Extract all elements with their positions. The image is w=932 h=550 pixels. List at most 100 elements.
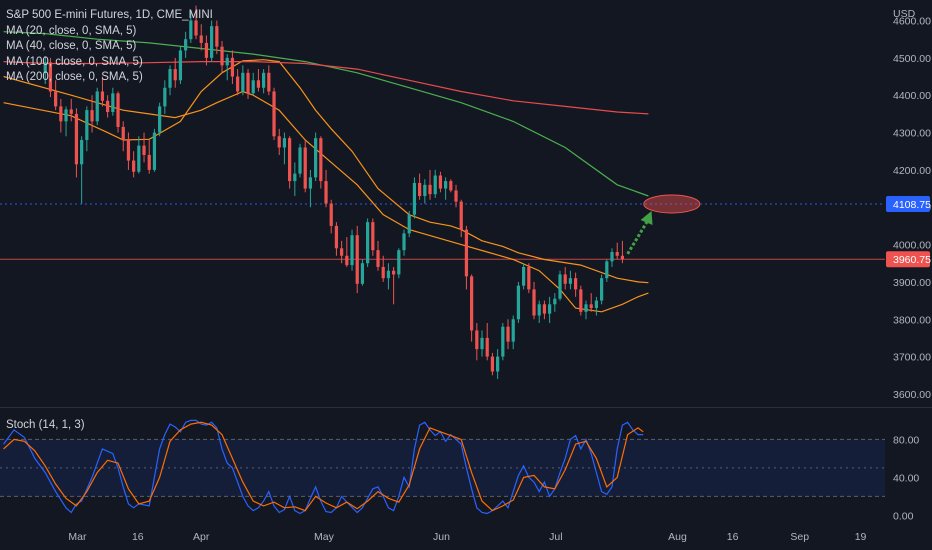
candle-body xyxy=(366,222,370,264)
last-price-tag-bg xyxy=(886,251,930,268)
candle xyxy=(121,121,125,152)
candle-body xyxy=(402,233,406,251)
candle xyxy=(594,296,599,316)
candle-body xyxy=(516,285,521,320)
candle-body xyxy=(381,266,385,279)
candle-body xyxy=(199,35,203,43)
candle-body xyxy=(152,132,157,170)
candle xyxy=(345,237,349,267)
candle xyxy=(267,65,271,96)
candle-body xyxy=(355,235,359,284)
candle xyxy=(277,128,281,155)
candle xyxy=(553,293,557,312)
target-ellipse xyxy=(643,194,701,214)
candle-body xyxy=(548,304,552,314)
candle-body xyxy=(314,138,318,178)
candle-body xyxy=(178,50,183,81)
candle xyxy=(225,54,229,81)
candle xyxy=(100,76,105,107)
candle xyxy=(496,349,500,379)
stoch-legend[interactable]: Stoch (14, 1, 3) xyxy=(6,419,85,431)
time-axis-label: 16 xyxy=(727,531,739,543)
time-axis-label: Apr xyxy=(193,531,210,543)
candle xyxy=(189,11,193,43)
candle-body xyxy=(303,147,307,189)
candle-body xyxy=(563,274,567,284)
symbol-title[interactable]: S&P 500 E-mini Futures, 1D, CME_MINI xyxy=(6,9,213,21)
candle xyxy=(126,132,131,170)
candle xyxy=(220,41,224,73)
candle xyxy=(589,293,593,312)
candle xyxy=(475,322,479,361)
candle xyxy=(490,352,495,376)
candle xyxy=(459,199,463,238)
price-axis-label: 4300.00 xyxy=(893,128,931,140)
candle-body xyxy=(428,184,432,195)
time-axis[interactable]: Mar 16 Apr May Jun Jul Aug 16 Sep 19 xyxy=(68,531,866,543)
ma200-line xyxy=(3,61,649,115)
price-axis-label: 4400.00 xyxy=(893,90,931,102)
price-pane xyxy=(0,203,885,260)
candle xyxy=(511,315,515,350)
candle-body xyxy=(194,20,198,36)
candle-body xyxy=(293,173,297,182)
price-axis-label: 3900.00 xyxy=(893,277,931,289)
candle-body xyxy=(163,87,167,107)
legend-ma100[interactable]: MA (100, close, 0, SMA, 5) xyxy=(6,55,143,68)
stochastic-pane xyxy=(0,419,885,515)
candle xyxy=(236,69,240,96)
candle-body xyxy=(204,42,209,58)
candle-body xyxy=(407,214,411,234)
candle xyxy=(256,69,261,92)
candle xyxy=(293,162,297,197)
candle xyxy=(324,169,328,208)
legend-ma20[interactable]: MA (20, close, 0, SMA, 5) xyxy=(6,24,137,37)
candle-body xyxy=(267,72,271,92)
candle xyxy=(272,87,276,141)
candle xyxy=(381,255,385,282)
candle-body xyxy=(272,91,276,137)
candle xyxy=(132,151,136,178)
candle-body xyxy=(54,91,58,107)
candle xyxy=(80,136,84,204)
candle-body xyxy=(574,278,578,290)
candle-body xyxy=(589,304,593,309)
candle xyxy=(210,20,214,62)
stoch-axis-label: 40.00 xyxy=(893,472,919,484)
candle xyxy=(563,266,567,290)
legend-ma40[interactable]: MA (40, close, 0, SMA, 5) xyxy=(6,40,137,52)
candle xyxy=(350,229,354,271)
candle xyxy=(308,169,313,208)
candle xyxy=(574,272,578,297)
candle xyxy=(568,270,573,290)
candle xyxy=(106,95,110,118)
candle xyxy=(480,330,484,357)
candle xyxy=(303,140,307,193)
candle-body xyxy=(282,138,287,148)
candle xyxy=(59,98,63,133)
drawing-annotations[interactable] xyxy=(626,194,701,255)
candle-body xyxy=(126,140,131,161)
candle-body xyxy=(59,106,63,122)
last-price-tag: 3960.75 xyxy=(886,251,931,268)
candle-body xyxy=(480,337,484,350)
candle xyxy=(54,80,58,111)
price-axis[interactable]: 4600.004500.004400.004300.004200.004100.… xyxy=(886,16,931,523)
candle-body xyxy=(246,72,250,94)
candle-body xyxy=(220,46,224,66)
candle xyxy=(158,102,162,137)
ma20-line xyxy=(3,59,649,284)
candle-body xyxy=(485,337,489,357)
time-axis-label: May xyxy=(314,531,335,543)
candle-body xyxy=(324,181,328,204)
candle-body xyxy=(392,270,396,275)
candle-body xyxy=(121,126,125,141)
candle xyxy=(241,65,245,96)
time-axis-label: Aug xyxy=(668,531,687,543)
candle-body xyxy=(449,181,453,191)
candle xyxy=(246,69,250,99)
candle xyxy=(69,98,73,122)
arrow-shaft xyxy=(626,220,649,255)
legend-ma200[interactable]: MA (200, close, 0, SMA, 5) xyxy=(6,71,143,83)
